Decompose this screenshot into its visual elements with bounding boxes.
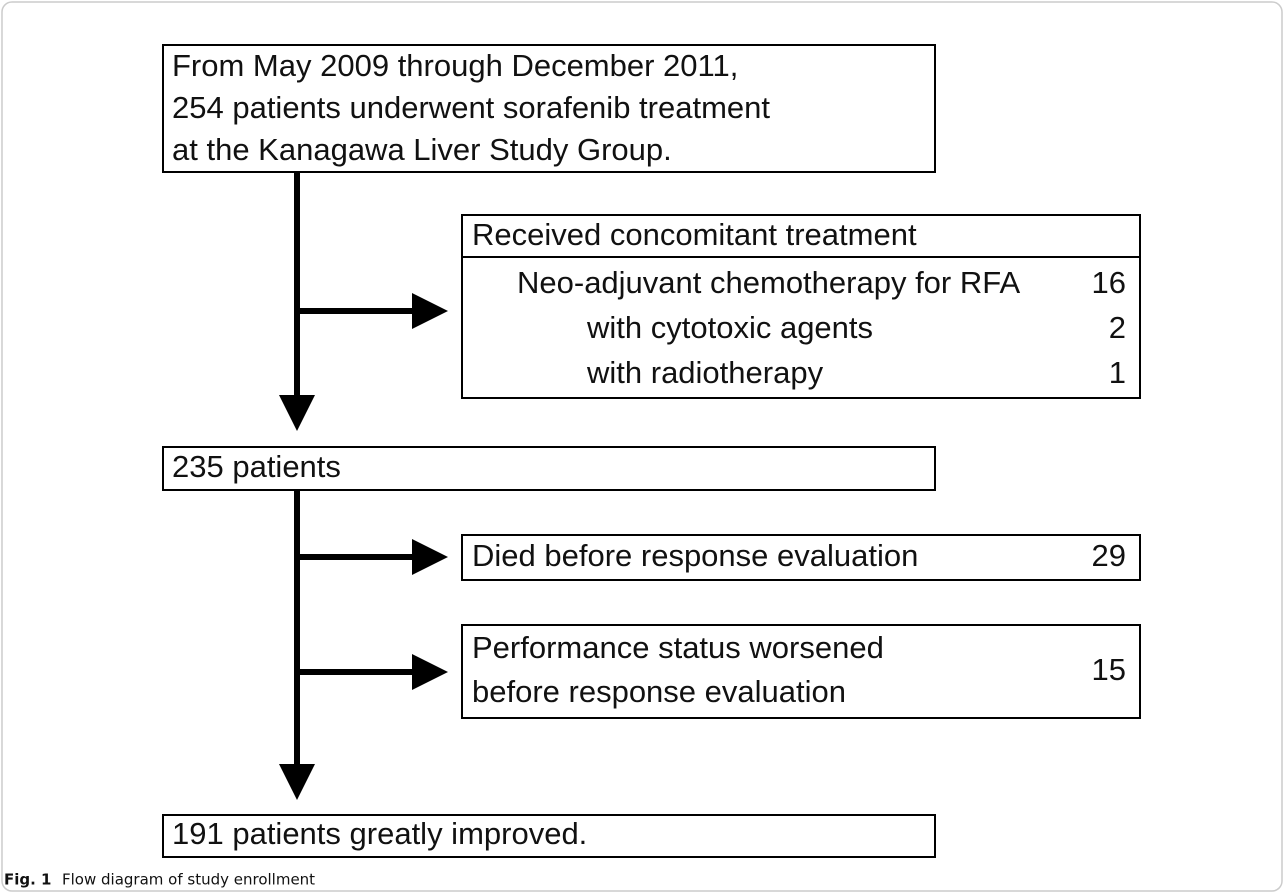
box-text: Performance status worsened: [472, 630, 884, 665]
died-box: [461, 534, 1141, 581]
box-text: before response evaluation: [472, 674, 846, 709]
box-text: 191 patients greatly improved.: [172, 816, 587, 851]
remaining-box: [162, 446, 936, 491]
box-text: From May 2009 through December 2011,: [172, 48, 738, 83]
concomitant-box: [461, 214, 1141, 399]
box-text: 235 patients: [172, 449, 341, 484]
row-label: Neo-adjuvant chemotherapy for RFA: [517, 265, 1020, 300]
start-box: [162, 44, 936, 173]
caption-label: Fig. 1: [4, 871, 51, 889]
row-count: 16: [1092, 265, 1126, 300]
box-title: Received concomitant treatment: [472, 217, 917, 252]
performance-box: [461, 624, 1141, 719]
row-label: with radiotherapy: [586, 355, 824, 390]
row-count: 1: [1109, 355, 1126, 390]
box-text: at the Kanagawa Liver Study Group.: [172, 132, 672, 167]
row-label: with cytotoxic agents: [586, 310, 873, 345]
box-text: Died before response evaluation: [472, 538, 918, 573]
box-text: 254 patients underwent sorafenib treatme…: [172, 90, 770, 125]
caption-text: Flow diagram of study enrollment: [62, 871, 315, 889]
box-count: 29: [1092, 538, 1126, 573]
final-box: [162, 814, 936, 858]
row-count: 2: [1109, 310, 1126, 345]
box-count: 15: [1092, 652, 1126, 687]
